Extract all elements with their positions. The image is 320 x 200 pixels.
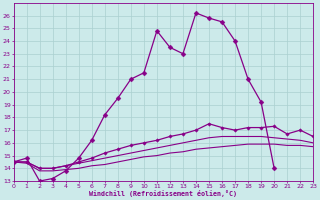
X-axis label: Windchill (Refroidissement éolien,°C): Windchill (Refroidissement éolien,°C) (89, 190, 237, 197)
